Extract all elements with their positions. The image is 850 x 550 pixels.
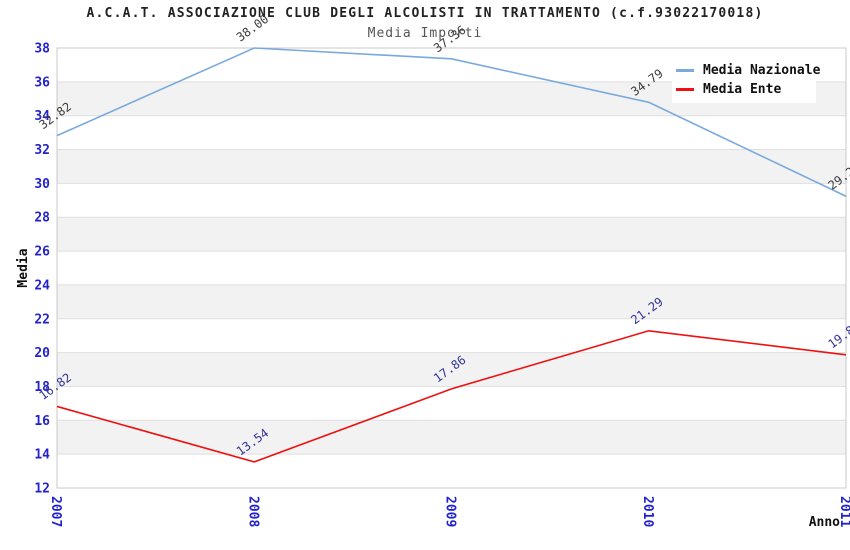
grid-band: [57, 318, 846, 353]
plot-border: [56, 47, 847, 489]
grid-band: [57, 217, 846, 252]
chart-title: A.C.A.T. ASSOCIAZIONE CLUB DEGLI ALCOLIS…: [86, 6, 764, 21]
grid-band: [57, 284, 846, 319]
y-axis-title: Media: [16, 248, 31, 287]
x-tick-label: 2007: [48, 496, 63, 527]
grid-band: [57, 251, 846, 285]
x-tick-label: 2010: [640, 496, 655, 527]
legend-item-media-ente: Media Ente: [676, 80, 816, 99]
series-line-media-nazionale: [56, 47, 847, 197]
y-tick-label: 26: [34, 245, 50, 260]
grid-band: [57, 115, 846, 150]
legend-line-swatch: [676, 88, 694, 91]
y-tick-label: 34: [34, 109, 50, 124]
grid-band: [57, 420, 846, 455]
y-tick-label: 14: [34, 448, 50, 463]
y-tick-label: 36: [34, 75, 50, 90]
x-axis-title: Anno: [809, 515, 840, 530]
grid-band: [57, 454, 846, 488]
y-tick-label: 24: [34, 278, 50, 293]
y-tick-label: 18: [34, 380, 50, 395]
legend-item-media-nazionale: Media Nazionale: [676, 61, 820, 80]
y-tick-label: 28: [34, 211, 50, 226]
grid-band: [57, 149, 846, 184]
y-tick-label: 20: [34, 346, 50, 361]
legend-label: Media Ente: [703, 82, 782, 97]
legend-line-swatch: [676, 69, 694, 72]
chart-subtitle: Media Importi: [367, 26, 483, 41]
data-label-media-nazionale: 38.00: [234, 12, 271, 45]
y-tick-label: 30: [34, 177, 50, 192]
grid-band: [57, 386, 846, 421]
series-line-media-ente: [56, 329, 847, 463]
x-tick-label: 2008: [245, 496, 260, 527]
y-tick-label: 12: [34, 482, 50, 497]
y-tick-label: 38: [34, 42, 50, 57]
x-tick-label: 2009: [443, 496, 458, 527]
grid-band: [57, 352, 846, 387]
legend: Media Nazionale Media Ente: [672, 57, 820, 103]
x-tick-label: 2011: [837, 496, 850, 527]
y-tick-label: 16: [34, 414, 50, 429]
legend-label: Media Nazionale: [703, 63, 821, 78]
y-tick-label: 22: [34, 312, 50, 327]
grid-band: [57, 183, 846, 218]
y-tick-label: 32: [34, 143, 50, 158]
